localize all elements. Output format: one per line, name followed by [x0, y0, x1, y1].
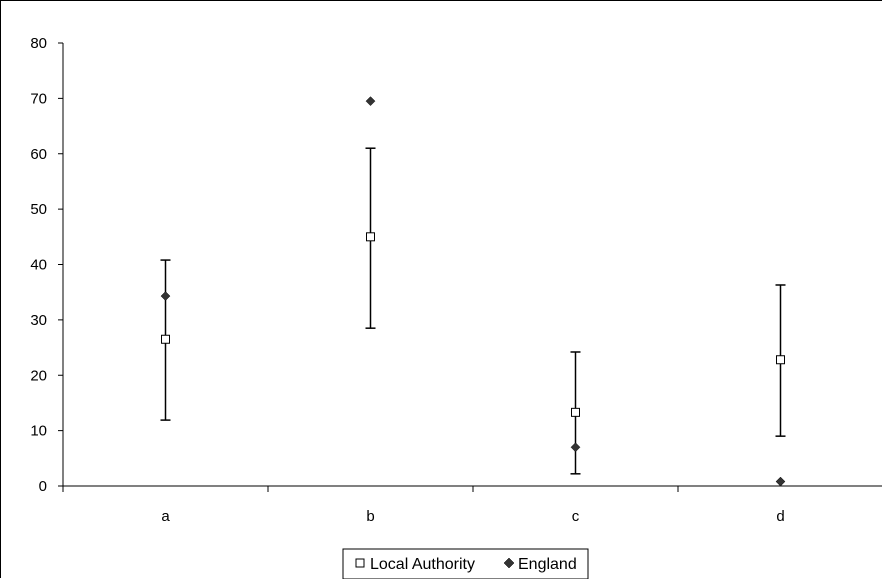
- legend-england-marker: [503, 557, 515, 569]
- x-tick-label: a: [161, 508, 170, 525]
- legend-box: [342, 548, 589, 580]
- x-axis-tick-labels: a b c d: [161, 508, 784, 525]
- local-authority-point: [776, 355, 785, 365]
- local-authority-point: [366, 232, 375, 242]
- england-point: [775, 476, 786, 487]
- y-tick-label: 80: [30, 35, 47, 52]
- y-tick-label: 20: [30, 367, 47, 384]
- legend-local-authority-label: Local Authority: [370, 556, 475, 573]
- y-tick-label: 50: [30, 201, 47, 218]
- legend: Local Authority England: [342, 548, 589, 580]
- england-point: [570, 442, 581, 453]
- x-tick-label: c: [572, 508, 580, 525]
- data-points: [160, 96, 786, 487]
- local-authority-point: [571, 407, 580, 417]
- legend-england-label: England: [518, 556, 577, 573]
- error-bars: [160, 147, 786, 475]
- y-axis-tick-labels: 0 10 20 30 40 50 60 70 80: [30, 35, 47, 495]
- y-tick-label: 30: [30, 312, 47, 329]
- england-point: [160, 291, 171, 301]
- x-tick-label: b: [366, 508, 374, 525]
- axes: [58, 42, 882, 492]
- y-tick-label: 40: [30, 257, 47, 274]
- y-tick-label: 10: [30, 423, 47, 440]
- local-authority-point: [161, 334, 170, 344]
- y-tick-label: 60: [30, 146, 47, 163]
- y-tick-label: 0: [39, 478, 47, 495]
- legend-local-authority-marker: [355, 558, 365, 568]
- x-tick-label: d: [776, 508, 784, 525]
- y-tick-label: 70: [30, 90, 47, 107]
- england-point: [365, 96, 376, 106]
